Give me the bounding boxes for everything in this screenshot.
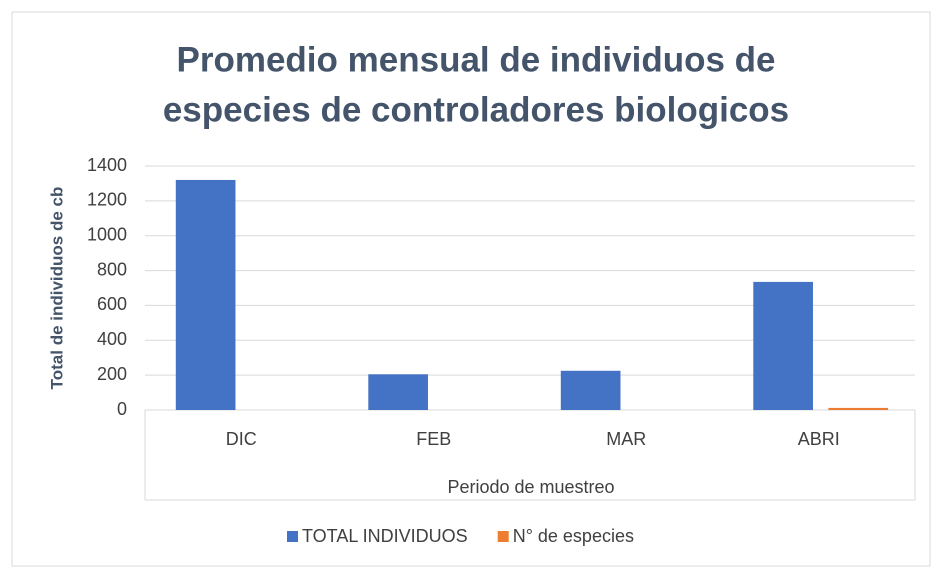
y-tick-label: 400 [97, 329, 127, 349]
bar [368, 374, 428, 410]
x-axis-title: Periodo de muestreo [447, 477, 614, 497]
y-tick-label: 200 [97, 364, 127, 384]
x-tick-label: FEB [416, 429, 451, 449]
y-axis-title: Total de individuos de cb [47, 187, 66, 390]
y-tick-label: 800 [97, 259, 127, 279]
bar [560, 370, 621, 410]
x-tick-label: ABRI [798, 429, 840, 449]
legend-label: N° de especies [513, 526, 634, 546]
legend-label: TOTAL INDIVIDUOS [302, 526, 468, 546]
x-tick-label: MAR [606, 429, 646, 449]
legend-swatch [497, 531, 509, 542]
bar [753, 281, 813, 410]
chart-title: especies de controladores biologicos [163, 90, 789, 129]
y-tick-label: 1400 [87, 155, 127, 175]
legend-swatch [287, 531, 298, 542]
bar [828, 407, 889, 410]
chart-title: Promedio mensual de individuos de [177, 40, 776, 79]
y-tick-label: 600 [97, 294, 127, 314]
y-tick-label: 1200 [87, 190, 127, 210]
x-tick-label: DIC [226, 429, 257, 449]
bar [175, 179, 236, 410]
y-tick-label: 1000 [87, 224, 127, 244]
y-tick-label: 0 [117, 399, 127, 419]
